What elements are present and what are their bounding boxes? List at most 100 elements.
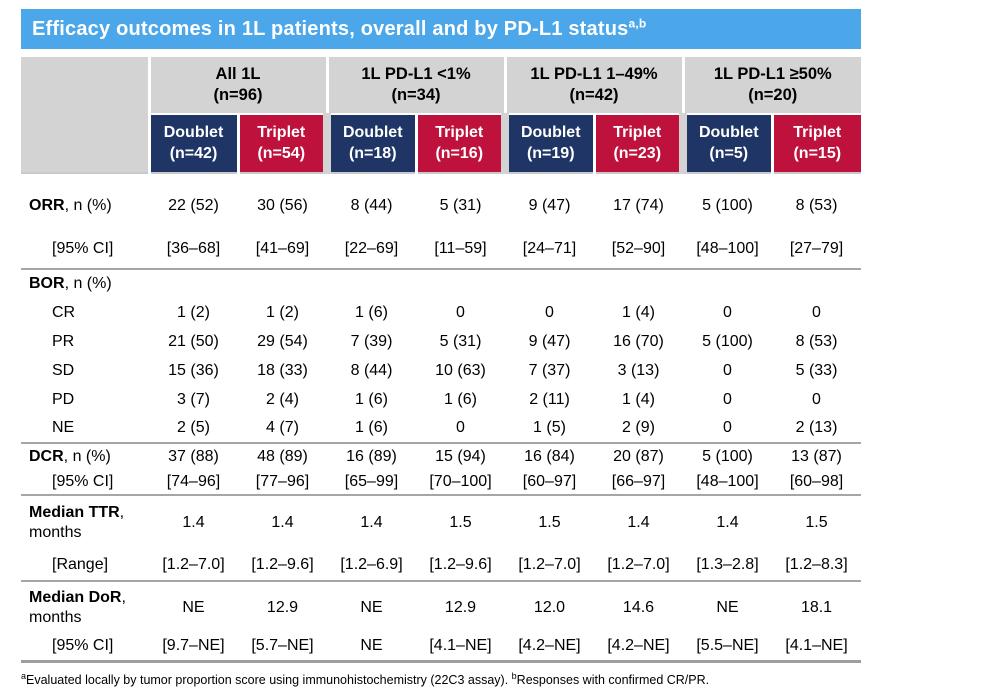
data-cell: [48–100] bbox=[683, 229, 772, 270]
footnote-text-a: Evaluated locally by tumor proportion sc… bbox=[26, 672, 512, 687]
subheader-n: (n=23) bbox=[613, 144, 662, 162]
row-label-bold: ORR bbox=[29, 197, 65, 214]
data-cell: [1.2–7.0] bbox=[149, 549, 238, 582]
row-label-cell: CR bbox=[21, 298, 149, 327]
footnote: aEvaluated locally by tumor proportion s… bbox=[21, 671, 861, 688]
data-cell: NE bbox=[716, 598, 739, 616]
table-row: NE 2 (5) 4 (7) 1 (6) 0 1 (5) 2 (9) 0 2 (13) bbox=[21, 414, 862, 444]
data-cell: [1.2–7.0] bbox=[594, 549, 683, 582]
row-label: PD bbox=[52, 390, 149, 410]
subheader-triplet-all: Triplet (n=54) bbox=[238, 114, 331, 174]
group-header-row: All 1L (n=96) 1L PD-L1 <1% (n=34) 1L PD-… bbox=[21, 57, 862, 174]
data-cell: 12.0 bbox=[533, 598, 566, 616]
data-cell: 30 (56) bbox=[257, 197, 308, 214]
group-header-pdl1-ge50: 1L PD-L1 ≥50% (n=20) bbox=[683, 57, 862, 115]
row-label: [95% CI] bbox=[52, 636, 149, 656]
group-header-n: (n=20) bbox=[748, 86, 798, 104]
data-cell: 16 (84) bbox=[524, 447, 575, 465]
row-label-rest: [Range] bbox=[52, 555, 109, 573]
data-cell bbox=[327, 269, 416, 298]
data-cell: 1 (6) bbox=[355, 390, 388, 408]
subheader-n: (n=15) bbox=[793, 144, 842, 162]
row-label: SD bbox=[52, 361, 149, 381]
data-cell: 5 (100) bbox=[702, 332, 753, 350]
data-cell: [4.1–NE] bbox=[416, 633, 505, 663]
data-cell: 7 (37) bbox=[528, 361, 571, 379]
subheader-label: Doublet bbox=[520, 123, 581, 141]
data-cell: 1 (2) bbox=[266, 303, 299, 321]
row-label-bold: BOR bbox=[29, 275, 65, 292]
row-label-rest: PR bbox=[52, 332, 75, 350]
data-cell: 18.1 bbox=[800, 598, 833, 616]
data-cell: 5 (33) bbox=[795, 361, 838, 379]
row-label-rest: , bbox=[119, 503, 125, 521]
table-row: [Range] [1.2–7.0] [1.2–9.6] [1.2–6.9] [1.2–… bbox=[21, 549, 862, 582]
data-cell: 1 (4) bbox=[622, 390, 655, 408]
spacer-cell bbox=[21, 173, 861, 183]
data-cell: 0 bbox=[723, 390, 732, 408]
group-header-n: (n=96) bbox=[213, 86, 263, 104]
data-cell bbox=[149, 269, 238, 298]
row-label-cell: [95% CI] bbox=[21, 229, 149, 270]
data-cell: 16 (70) bbox=[613, 332, 664, 350]
data-cell: [1.2–8.3] bbox=[772, 549, 862, 582]
data-cell: [74–96] bbox=[149, 469, 238, 496]
page-title: Efficacy outcomes in 1L patients, overal… bbox=[32, 18, 629, 40]
data-cell: 0 bbox=[416, 414, 505, 444]
data-cell: NE bbox=[360, 598, 383, 616]
row-label-cell: [95% CI] bbox=[21, 633, 149, 663]
table-row: DCR, n (%) 37 (88) 48 (89) 16 (89) 15 (94) 1… bbox=[21, 443, 861, 469]
subheader-label: Doublet bbox=[163, 123, 224, 141]
data-cell: 5 (31) bbox=[439, 197, 482, 214]
row-label: ORR, n (%) bbox=[29, 196, 149, 216]
table-row: ORR, n (%) 22 (52) 30 (56) 8 (44) 5 (31) 9 (… bbox=[21, 183, 861, 229]
data-cell: 0 bbox=[723, 361, 732, 379]
row-label-cell: ORR, n (%) bbox=[21, 183, 149, 229]
table-row: [95% CI] [9.7–NE] [5.7–NE] NE [4.1–NE] [4.2–… bbox=[21, 633, 862, 663]
row-label: Median DoR, bbox=[29, 588, 149, 608]
row-label-line2: months bbox=[29, 608, 82, 626]
data-cell bbox=[238, 269, 327, 298]
data-cell: [9.7–NE] bbox=[149, 633, 238, 663]
table-row: Median DoR, months NE 12.9 NE 12.9 12.0 14.6 N… bbox=[21, 581, 861, 633]
row-label-rest: [95% CI] bbox=[52, 472, 114, 490]
row-label: BOR, n (%) bbox=[29, 274, 149, 294]
table-row: Median TTR, months 1.4 1.4 1.4 1.5 1.5 1.4 1.4… bbox=[21, 495, 861, 549]
group-header-label: 1L PD-L1 ≥50% bbox=[713, 64, 832, 83]
row-label-rest: [95% CI] bbox=[52, 239, 114, 257]
data-cell: 8 (44) bbox=[350, 361, 393, 379]
data-cell: [1.2–6.9] bbox=[327, 549, 416, 582]
row-label: Median TTR, bbox=[29, 503, 149, 523]
data-cell: 48 (89) bbox=[257, 447, 308, 465]
group-header-label: 1L PD-L1 1–49% bbox=[530, 64, 658, 83]
table-body: ORR, n (%) 22 (52) 30 (56) 8 (44) 5 (31) 9 (… bbox=[21, 173, 862, 663]
data-cell: [4.1–NE] bbox=[772, 633, 862, 663]
row-label: PR bbox=[52, 332, 149, 352]
data-cell: 2 (9) bbox=[594, 414, 683, 444]
data-cell: 0 bbox=[683, 414, 772, 444]
data-cell: 2 (11) bbox=[529, 390, 570, 408]
subheader-n: (n=5) bbox=[709, 144, 749, 162]
data-cell: 9 (47) bbox=[528, 332, 571, 350]
data-cell: 1.4 bbox=[271, 513, 294, 531]
data-cell: 18 (33) bbox=[257, 361, 308, 379]
data-cell: [4.2–NE] bbox=[505, 633, 594, 663]
subheader-label: Doublet bbox=[342, 123, 403, 141]
data-cell: [48–100] bbox=[683, 469, 772, 496]
data-cell: 1 (6) bbox=[355, 303, 388, 321]
subheader-doublet-lt1: Doublet (n=18) bbox=[327, 114, 418, 174]
data-cell: 20 (87) bbox=[613, 447, 664, 465]
data-cell: 0 bbox=[456, 303, 465, 321]
table-row: SD 15 (36) 18 (33) 8 (44) 10 (63) 7 (37) 3 (1… bbox=[21, 356, 861, 385]
data-cell: 0 bbox=[812, 303, 821, 321]
data-cell: 0 bbox=[723, 303, 732, 321]
data-cell: 1.4 bbox=[360, 513, 383, 531]
data-cell: [66–97] bbox=[594, 469, 683, 496]
data-cell: 1 (5) bbox=[505, 414, 594, 444]
data-cell bbox=[416, 269, 505, 298]
row-label-bold: Median TTR bbox=[29, 503, 120, 521]
subheader-label: Doublet bbox=[698, 123, 759, 141]
subheader-n: (n=18) bbox=[348, 144, 397, 162]
row-label-rest: , n (%) bbox=[64, 197, 112, 214]
data-cell: 12.9 bbox=[266, 598, 299, 616]
